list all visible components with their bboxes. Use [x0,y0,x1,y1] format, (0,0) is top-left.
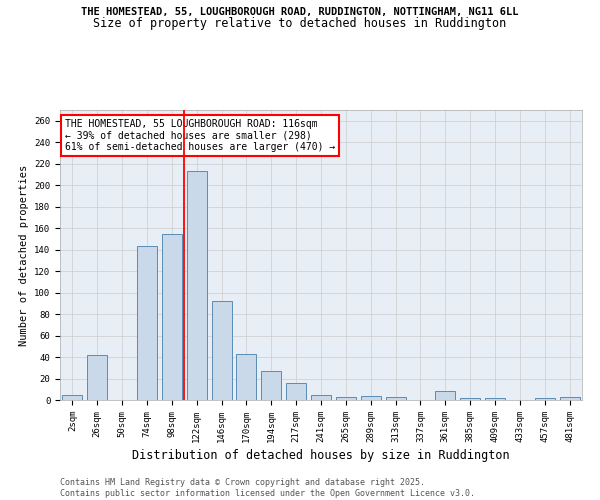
Bar [386,397,406,400]
Y-axis label: Number of detached properties: Number of detached properties [19,164,29,346]
Bar [62,394,82,400]
Bar [262,371,281,400]
Bar [286,383,306,400]
Text: THE HOMESTEAD, 55 LOUGHBOROUGH ROAD: 116sqm
← 39% of detached houses are smaller: THE HOMESTEAD, 55 LOUGHBOROUGH ROAD: 116… [65,118,335,152]
X-axis label: Distribution of detached houses by size in Ruddington: Distribution of detached houses by size … [132,449,510,462]
Bar [212,301,232,400]
Bar [560,397,580,400]
Bar [88,355,107,400]
Bar [336,397,356,400]
Text: Size of property relative to detached houses in Ruddington: Size of property relative to detached ho… [94,18,506,30]
Text: Contains HM Land Registry data © Crown copyright and database right 2025.
Contai: Contains HM Land Registry data © Crown c… [60,478,475,498]
Bar [137,246,157,400]
Bar [361,396,380,400]
Bar [485,398,505,400]
Bar [460,398,480,400]
Bar [535,398,554,400]
Text: THE HOMESTEAD, 55, LOUGHBOROUGH ROAD, RUDDINGTON, NOTTINGHAM, NG11 6LL: THE HOMESTEAD, 55, LOUGHBOROUGH ROAD, RU… [81,8,519,18]
Bar [436,392,455,400]
Bar [236,354,256,400]
Bar [311,394,331,400]
Bar [187,171,206,400]
Bar [162,234,182,400]
